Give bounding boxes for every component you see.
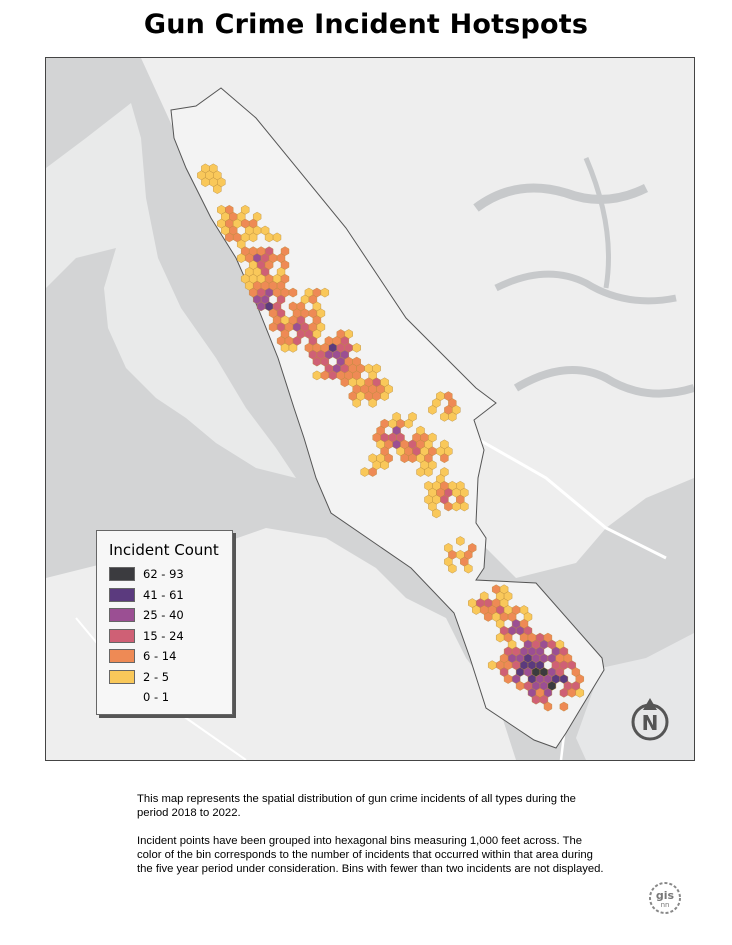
hexbin-cell — [288, 287, 298, 298]
hexbin-cell — [312, 356, 322, 367]
hexbin-cell — [428, 405, 437, 415]
hexbin-cell — [440, 411, 449, 422]
legend-item: 6 - 14 — [109, 646, 232, 667]
hexbin-cell — [340, 377, 349, 388]
description-paragraph: Incident points have been grouped into h… — [137, 835, 604, 875]
legend-label: 62 - 93 — [143, 567, 184, 582]
river — [513, 366, 694, 398]
legend-label: 2 - 5 — [143, 669, 170, 684]
hexbin-cell — [408, 453, 417, 464]
hexbin-cell — [432, 508, 441, 519]
hexbin-cell — [543, 701, 553, 712]
hexbin-cell — [272, 232, 282, 243]
hexbin-cell — [484, 612, 493, 622]
hexbin-cell — [452, 501, 461, 512]
legend-swatch — [109, 628, 135, 643]
city-boundary — [170, 87, 605, 749]
north-arrow-label: N — [642, 711, 659, 735]
hexbin-cell — [288, 342, 298, 353]
legend-item: 62 - 93 — [109, 564, 232, 585]
hexbin-cell — [256, 301, 266, 312]
legend-label: 25 - 40 — [143, 608, 184, 623]
logo-subtext: nn — [661, 901, 670, 909]
legend-item: 15 - 24 — [109, 626, 232, 647]
hexbin-cell — [352, 342, 361, 353]
hexbin-cell — [424, 467, 433, 477]
legend-swatch — [109, 649, 135, 664]
legend-item: 41 - 61 — [109, 585, 232, 606]
hexbin-cell — [488, 660, 497, 671]
hexbin-cell — [368, 398, 377, 408]
hexbin-cell — [559, 687, 569, 698]
legend-label: 15 - 24 — [143, 628, 184, 643]
legend-swatch — [109, 567, 135, 582]
hexbin-cell — [264, 232, 274, 243]
road — [475, 436, 667, 560]
hexbin-cell — [248, 232, 258, 243]
hexbin-cell — [280, 342, 290, 353]
hexbin-cell — [328, 370, 337, 381]
logo-text: gis — [656, 889, 675, 902]
legend-swatch — [109, 587, 135, 602]
legend-title: Incident Count — [109, 541, 219, 559]
hexbin-cell — [416, 467, 425, 477]
hexbin-cell — [440, 453, 449, 464]
hexbin-cell — [531, 694, 541, 705]
legend: Incident Count 62 - 93 41 - 61 25 - 40 1… — [96, 530, 233, 715]
hexbin-cell — [448, 411, 457, 422]
legend-swatch — [109, 669, 135, 684]
hexbin-cell — [380, 391, 389, 401]
legend-item: 25 - 40 — [109, 605, 232, 626]
hexbin-cell — [464, 563, 473, 574]
hexbin-cell — [460, 501, 469, 512]
hexbin-cell — [312, 370, 322, 381]
hexbin-layer — [197, 163, 584, 712]
river — [583, 157, 611, 289]
west-peninsula — [46, 103, 296, 478]
legend-label: 6 - 14 — [143, 649, 177, 664]
hexbin-cell — [368, 467, 377, 477]
river — [473, 183, 649, 212]
hexbin-cell — [236, 253, 246, 263]
north-arrow-icon: N — [628, 696, 672, 742]
hexbin-cell — [320, 287, 329, 298]
hexbin-cell — [268, 322, 278, 332]
map-description: This map represents the spatial distribu… — [137, 792, 607, 890]
legend-label: 41 - 61 — [143, 587, 184, 602]
hexbin-cell — [575, 687, 584, 698]
legend-swatch — [109, 690, 135, 704]
hexbin-cell — [503, 674, 513, 684]
gis-logo-icon: gis nn — [645, 880, 685, 916]
legend-item: 2 - 5 — [109, 667, 232, 688]
description-paragraph: This map represents the spatial distribu… — [137, 793, 576, 819]
river — [494, 270, 677, 305]
hexbin-cell — [380, 460, 389, 470]
hexbin-cell — [213, 184, 222, 194]
legend-swatch — [109, 608, 135, 623]
hexbin-cell — [352, 398, 361, 408]
map-title: Gun Crime Incident Hotspots — [143, 9, 589, 40]
hexbin-cell — [456, 536, 465, 546]
legend-item: 0 - 1 — [109, 687, 232, 708]
hexbin-cell — [404, 418, 413, 429]
legend-label: 0 - 1 — [143, 690, 170, 705]
hexbin-cell — [448, 563, 457, 574]
hexbin-cell — [360, 467, 369, 477]
hexbin-cell — [559, 701, 569, 712]
